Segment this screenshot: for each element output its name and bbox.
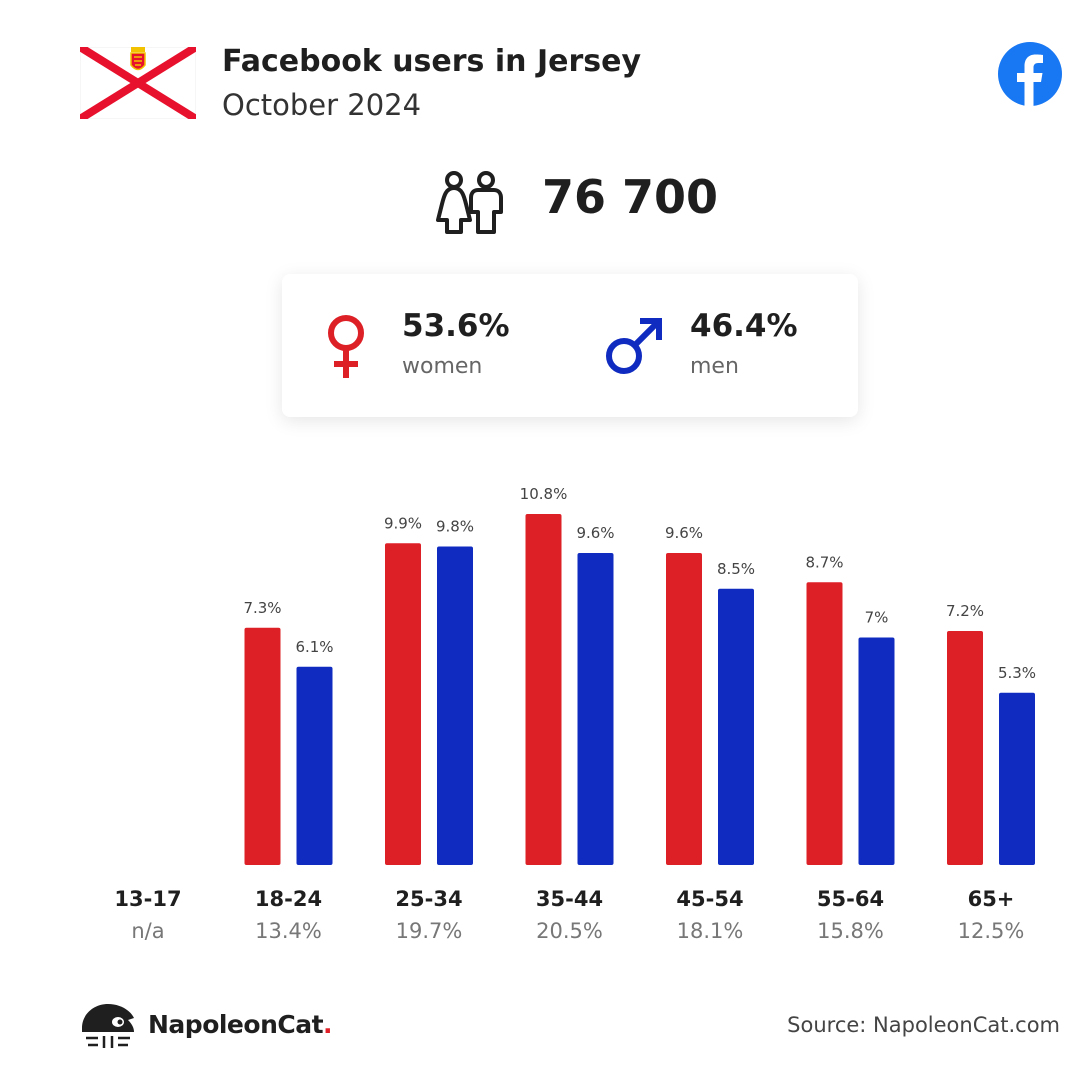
age-group-share: 12.5% xyxy=(958,919,1025,943)
age-group-label: 18-24 xyxy=(255,887,322,911)
female-symbol-icon xyxy=(328,315,364,378)
bar-value-label: 7% xyxy=(865,609,889,627)
bar-value-label: 8.5% xyxy=(717,560,755,578)
bar-value-label: 9.9% xyxy=(384,514,422,532)
age-group-label: 35-44 xyxy=(536,887,603,911)
gender-split-card: 53.6% women 46.4% men xyxy=(282,274,858,417)
napoleoncat-logo-icon xyxy=(82,1004,134,1048)
jersey-flag-icon xyxy=(80,47,196,119)
male-symbol-icon xyxy=(606,318,662,374)
age-group-share: 20.5% xyxy=(536,919,603,943)
bar-men-55-64 xyxy=(858,637,895,865)
bar-men-65+ xyxy=(999,692,1035,865)
bar-value-label: 6.1% xyxy=(295,638,333,656)
age-group-label: 65+ xyxy=(968,887,1015,911)
age-group-label: 45-54 xyxy=(676,887,743,911)
bar-women-25-34 xyxy=(385,543,421,865)
bar-value-label: 10.8% xyxy=(520,485,568,503)
age-group-share: 13.4% xyxy=(255,919,322,943)
bar-value-label: 7.3% xyxy=(243,599,281,617)
page-subtitle: October 2024 xyxy=(222,88,422,122)
bar-women-55-64 xyxy=(806,582,843,865)
women-percent: 53.6% xyxy=(402,308,510,344)
women-label: women xyxy=(402,354,483,379)
source-credit: Source: NapoleonCat.com xyxy=(787,1013,1060,1037)
age-group-share: 18.1% xyxy=(677,919,744,943)
brand-logo-text: NapoleonCat. xyxy=(148,1010,333,1039)
age-gender-bar-chart: 13-17 n/a 7.3% 6.1% 18-24 13.4% 9.9% 9.8% 25-34 1… xyxy=(114,485,1036,943)
bar-women-45-54 xyxy=(666,553,702,865)
bar-women-18-24 xyxy=(244,627,281,865)
facebook-icon xyxy=(998,42,1062,106)
bar-men-25-34 xyxy=(437,546,473,865)
age-group-share: 15.8% xyxy=(817,919,884,943)
page-title: Facebook users in Jersey xyxy=(222,44,642,79)
brand-name: NapoleonCat xyxy=(148,1010,324,1039)
bar-value-label: 5.3% xyxy=(998,664,1036,682)
bar-value-label: 9.6% xyxy=(576,524,614,542)
age-group-label: 25-34 xyxy=(395,887,462,911)
bar-value-label: 9.8% xyxy=(436,518,474,536)
men-label: men xyxy=(690,354,739,379)
bar-women-65+ xyxy=(947,631,983,865)
bar-men-35-44 xyxy=(577,553,614,865)
age-group-share: 19.7% xyxy=(396,919,463,943)
bar-men-18-24 xyxy=(296,666,333,865)
men-percent: 46.4% xyxy=(690,308,798,344)
bar-women-35-44 xyxy=(525,514,562,865)
bar-value-label: 7.2% xyxy=(946,602,984,620)
bar-men-45-54 xyxy=(718,588,754,865)
bar-value-label: 8.7% xyxy=(805,553,843,571)
brand-dot: . xyxy=(323,1010,333,1039)
bar-value-label: 9.6% xyxy=(665,524,703,542)
people-icon xyxy=(436,171,503,234)
age-group-label: 13-17 xyxy=(114,887,181,911)
age-group-share: n/a xyxy=(131,919,164,943)
total-users: 76 700 xyxy=(542,170,719,224)
age-group-label: 55-64 xyxy=(817,887,884,911)
